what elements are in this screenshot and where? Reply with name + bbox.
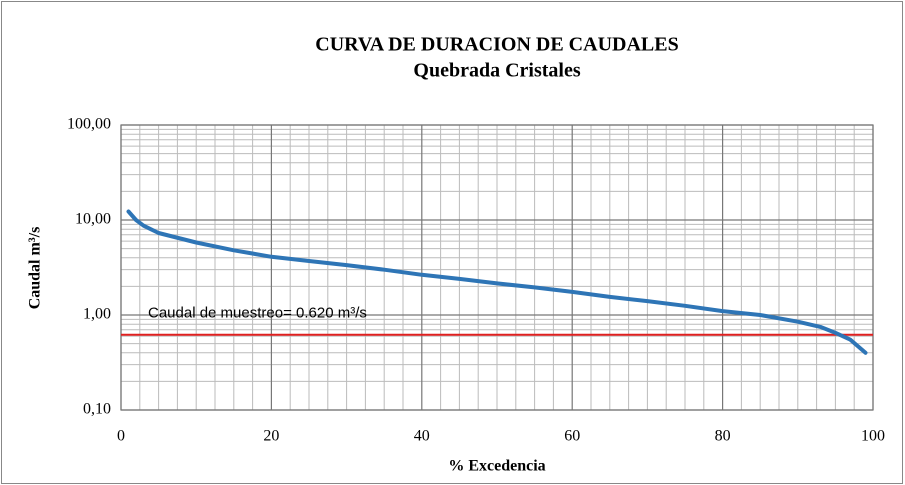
plot-border — [120, 124, 874, 411]
x-tick-label: 80 — [715, 428, 731, 445]
y-tick-label: 100,00 — [67, 116, 111, 133]
x-axis-label: % Excedencia — [448, 458, 545, 475]
x-tick-label: 40 — [414, 428, 430, 445]
data-line — [126, 209, 868, 355]
y-tick-label: 0,10 — [83, 401, 111, 418]
x-tick-label: 100 — [861, 428, 885, 445]
y-tick-label: 1,00 — [83, 306, 111, 323]
x-tick-label: 0 — [117, 428, 125, 445]
reference-label: Caudal de muestreo= 0.620 m³/s — [148, 305, 367, 322]
x-tick-label: 20 — [263, 428, 279, 445]
y-tick-label: 10,00 — [75, 211, 111, 228]
chart-subtitle: Quebrada Cristales — [413, 60, 580, 82]
chart-title: CURVA DE DURACION DE CAUDALES — [315, 34, 678, 56]
x-tick-label: 60 — [564, 428, 580, 445]
y-axis-label: Caudal m³/s — [27, 227, 44, 310]
